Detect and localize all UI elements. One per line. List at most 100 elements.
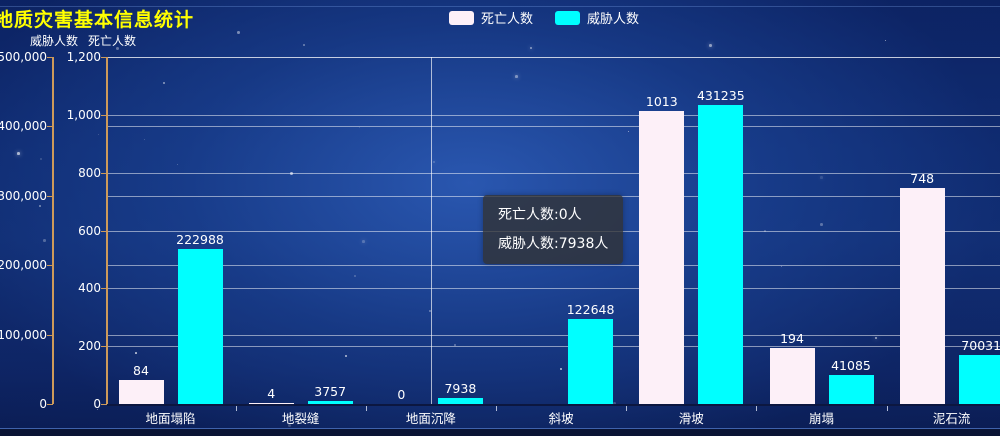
bar-value-label: 1013: [645, 94, 678, 110]
y-axis-tick-label: 0: [93, 397, 101, 411]
y-axis-name-deaths: 死亡人数: [88, 34, 137, 48]
y-axis-tick: [101, 114, 107, 116]
x-axis-category-label: 崩塌: [808, 411, 834, 426]
x-axis-tick: [235, 406, 237, 411]
legend-swatch-deaths: [449, 10, 474, 25]
y-axis-tick-label: 0: [39, 397, 47, 411]
star-dot: [515, 75, 518, 78]
bar-value-label: 748: [910, 170, 935, 186]
gridline: [107, 346, 1000, 348]
star-dot: [781, 266, 783, 268]
x-axis-category-label: 斜坡: [548, 411, 574, 426]
tooltip: 死亡人数:0人 威胁人数:7938人: [483, 195, 624, 264]
legend-item-threatened[interactable]: 威胁人数: [555, 8, 639, 27]
legend-label-deaths: 死亡人数: [481, 12, 534, 27]
x-axis-line: [107, 404, 1000, 406]
y-axis-tick-label: 1,200: [66, 50, 101, 64]
star-dot: [177, 164, 179, 166]
y-axis-tick: [101, 288, 107, 290]
bar-threatened-2[interactable]: [437, 398, 483, 404]
x-axis-category-label: 泥石流: [932, 411, 971, 426]
bar-threatened-4[interactable]: [698, 104, 744, 404]
star-dot: [560, 368, 562, 370]
star-dot: [163, 82, 166, 85]
y-axis-tick: [101, 172, 107, 174]
y-axis-tick: [47, 404, 53, 405]
gridline: [107, 57, 1000, 58]
gridline: [107, 288, 1000, 290]
x-axis-category-label: 地面沉降: [405, 411, 456, 426]
star-dot: [820, 176, 823, 179]
bar-value-label: 431235: [696, 87, 745, 103]
bar-threatened-3[interactable]: [568, 318, 614, 404]
bar-threatened-1[interactable]: [307, 401, 353, 404]
gridline: [107, 114, 1000, 116]
star-dot: [39, 205, 41, 207]
y-axis-tick-label: 200,000: [0, 258, 47, 273]
bar-deaths-6[interactable]: [899, 187, 945, 404]
bar-threatened-6[interactable]: [958, 355, 1000, 404]
bar-threatened-5[interactable]: [828, 375, 874, 404]
y-axis-line-right: [106, 57, 108, 404]
axis-pointer-line: [430, 57, 433, 404]
x-axis-category-label: 地面塌陷: [145, 411, 196, 426]
tooltip-line-threatened: 威胁人数:7938人: [498, 236, 609, 252]
star-dot: [628, 131, 630, 133]
x-axis-category-label: 滑坡: [678, 411, 704, 426]
panel-bottom-edge: [0, 428, 1000, 436]
bar-deaths-0[interactable]: [118, 379, 164, 404]
star-dot: [43, 239, 46, 242]
star-dot: [433, 161, 436, 164]
y-axis-tick-label: 600: [78, 223, 101, 238]
x-axis-tick: [626, 406, 628, 411]
bar-value-label: 0: [397, 387, 406, 402]
bar-value-label: 222988: [176, 232, 224, 248]
y-axis-tick: [47, 334, 53, 336]
gridline: [107, 126, 1000, 128]
bar-deaths-5[interactable]: [769, 347, 815, 404]
star-dot: [362, 240, 365, 243]
bar-value-label: 41085: [831, 358, 871, 374]
gridline: [107, 172, 1000, 174]
y-axis-tick-label: 800: [78, 165, 101, 180]
x-axis-category-label: 地裂缝: [281, 411, 320, 426]
bar-deaths-4[interactable]: [639, 111, 685, 404]
star-dot: [885, 40, 887, 42]
x-axis-tick: [496, 406, 497, 411]
y-axis-tick: [47, 57, 53, 58]
x-axis-tick: [886, 406, 888, 411]
star-dot: [345, 355, 347, 357]
star-dot: [530, 47, 533, 50]
y-axis-tick: [101, 230, 107, 232]
gridline: [107, 334, 1000, 336]
star-dot: [98, 134, 100, 136]
star-dot: [709, 44, 712, 47]
y-axis-tick-label: 200: [78, 339, 101, 354]
star-dot: [40, 158, 42, 160]
page-title: 地质灾害基本信息统计: [0, 9, 195, 31]
bar-value-label: 122648: [566, 301, 615, 317]
y-axis-tick-label: 400,000: [0, 119, 47, 134]
y-axis-tick: [101, 404, 107, 405]
y-axis-tick: [47, 265, 53, 267]
star-dot: [17, 152, 20, 155]
star-dot: [820, 223, 823, 226]
bar-value-label: 7938: [444, 381, 477, 397]
x-axis-tick: [365, 406, 367, 411]
y-axis-tick: [47, 126, 53, 128]
star-dot: [144, 139, 146, 141]
tooltip-line-deaths: 死亡人数:0人: [498, 207, 582, 223]
y-axis-tick-label: 1,000: [66, 107, 101, 122]
bar-value-label: 84: [133, 362, 149, 378]
y-axis-tick: [47, 195, 53, 197]
bar-value-label: 70031: [961, 338, 1000, 354]
star-dot: [875, 337, 877, 339]
bar-value-label: 3757: [314, 384, 347, 400]
legend-label-threatened: 威胁人数: [587, 12, 640, 27]
y-axis-tick: [101, 57, 107, 58]
legend-item-deaths[interactable]: 死亡人数: [449, 8, 533, 27]
bar-value-label: 194: [780, 330, 804, 346]
bar-threatened-0[interactable]: [177, 249, 223, 404]
bar-deaths-1[interactable]: [248, 402, 294, 404]
